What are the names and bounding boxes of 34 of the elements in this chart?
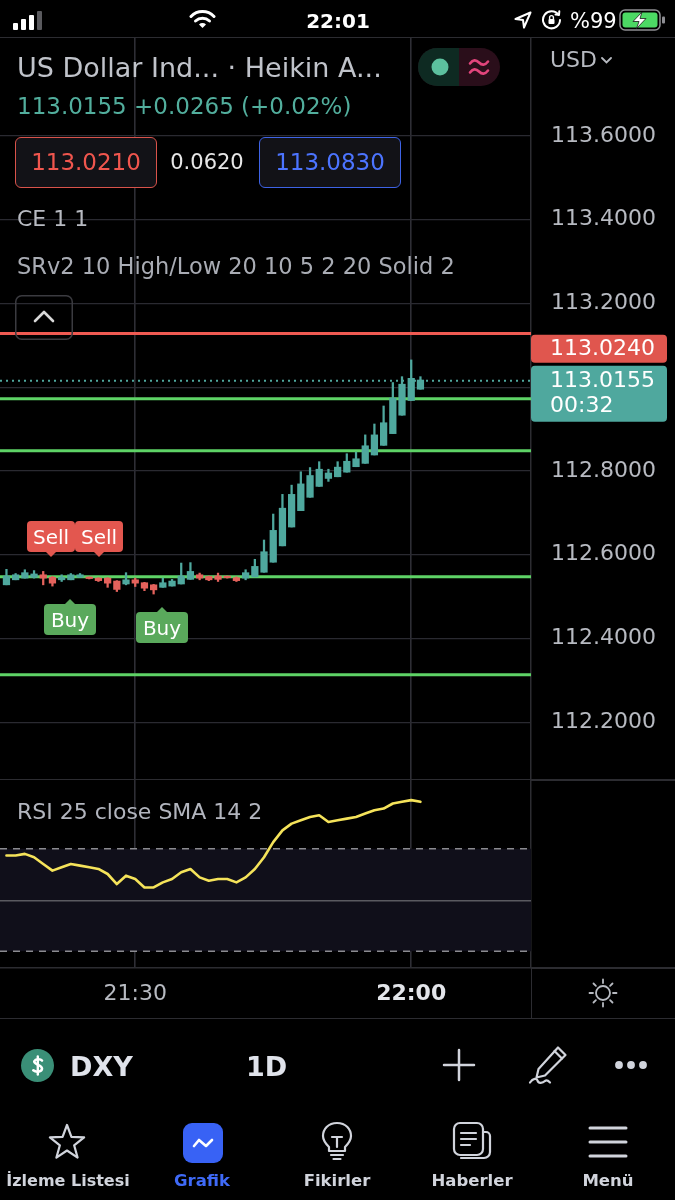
annotation: Sell <box>80 524 118 549</box>
text: DXY <box>70 1050 133 1082</box>
annotation: 0.0620 <box>170 149 244 174</box>
text: US Dollar Ind... · Heikin A... <box>17 51 382 83</box>
y-tick-label: 112.4000 <box>551 624 656 650</box>
text: 00:32 <box>550 392 614 418</box>
text: %99 <box>570 8 617 33</box>
y-tick-label: 112.6000 <box>551 540 656 566</box>
text: İzleme Listesi <box>6 1171 130 1190</box>
x-tick-label: 21:30 <box>103 979 167 1005</box>
text: 113.0155 +0.0265 (+0.02%) <box>17 92 352 119</box>
annotation: Buy <box>50 607 90 632</box>
annotation: SRv2 10 High/Low 20 10 5 2 20 Solid 2 <box>17 252 455 279</box>
annotation: CE 1 1 <box>17 206 89 231</box>
annotation: Sell <box>32 524 70 549</box>
text: 113.0240 <box>550 335 655 361</box>
text: Menü <box>582 1170 634 1190</box>
text: Haberler <box>431 1170 513 1190</box>
text: Grafik <box>173 1170 231 1190</box>
text: USD <box>550 47 598 72</box>
y-tick-label: 113.2000 <box>551 289 656 315</box>
annotation: 113.0210 <box>31 148 141 175</box>
ref-line-label: 113.0155 <box>550 367 655 393</box>
text: 1D <box>246 1050 288 1082</box>
x-tick-label: 22:00 <box>376 979 447 1005</box>
y-tick-label: 113.4000 <box>551 205 656 231</box>
y-tick-label: 113.6000 <box>551 121 656 147</box>
text: Fikirler <box>303 1170 371 1190</box>
annotation: 113.0830 <box>275 148 385 175</box>
y-tick-label: 112.8000 <box>551 456 656 482</box>
y-tick-label: 112.2000 <box>551 707 656 733</box>
chart-title: RSI 25 close SMA 14 2 <box>17 799 263 824</box>
text: 22:01 <box>306 9 370 33</box>
annotation: Buy <box>142 615 182 640</box>
